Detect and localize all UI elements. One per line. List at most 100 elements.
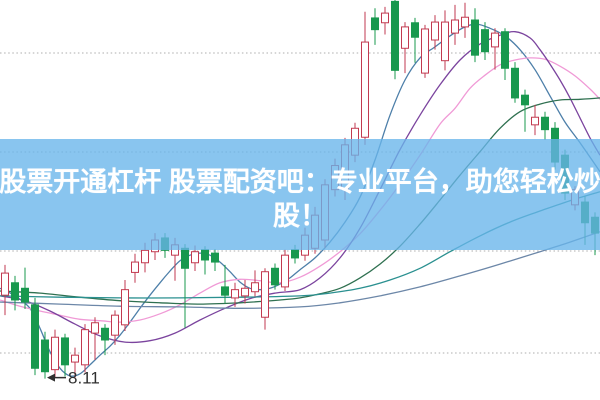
candle-body	[451, 19, 459, 34]
candle-body	[191, 251, 199, 264]
candle	[421, 24, 429, 78]
candle	[511, 62, 519, 103]
candle	[401, 22, 409, 74]
candle	[411, 17, 419, 63]
candle-body	[421, 28, 429, 74]
candle	[341, 137, 349, 200]
candle	[471, 8, 479, 63]
candle	[61, 333, 69, 377]
candle-body	[431, 21, 439, 41]
candles	[1, 0, 599, 379]
candle-body	[31, 304, 39, 369]
candle	[291, 244, 299, 264]
candle-body	[131, 261, 139, 273]
candle-body	[541, 116, 549, 131]
candle	[311, 206, 319, 254]
candle	[111, 310, 119, 345]
candle	[281, 249, 289, 292]
candle	[41, 331, 49, 379]
candle	[141, 242, 149, 273]
candle	[481, 22, 489, 60]
candle	[541, 111, 549, 140]
candle-body	[101, 327, 109, 341]
candle	[331, 158, 339, 197]
candle-body	[171, 244, 179, 256]
candle-body	[371, 17, 379, 31]
candle	[211, 248, 219, 272]
candle-body	[401, 26, 409, 49]
candle	[521, 89, 529, 132]
candle-body	[1, 272, 9, 296]
candle	[191, 245, 199, 272]
candle	[201, 246, 209, 275]
candle-body	[241, 287, 249, 297]
candle-body	[531, 116, 539, 126]
candle-body	[161, 237, 169, 251]
candle	[81, 324, 89, 373]
candle	[261, 268, 269, 330]
candle-body	[591, 216, 599, 234]
candle	[561, 149, 569, 200]
candle-body	[351, 127, 359, 156]
candle	[31, 297, 39, 376]
candle-body	[461, 16, 469, 28]
candle-body	[511, 67, 519, 99]
candle	[241, 280, 249, 304]
candle	[131, 253, 139, 283]
candle	[171, 237, 179, 281]
candle-body	[91, 322, 99, 334]
candle-body	[551, 127, 559, 163]
candle-body	[481, 29, 489, 53]
candle	[231, 282, 239, 307]
candle	[11, 275, 19, 311]
candle-body	[341, 144, 349, 191]
candle-body	[201, 249, 209, 261]
candle	[551, 122, 559, 170]
candle-body	[391, 0, 399, 71]
candle-body	[21, 287, 29, 303]
candle-body	[521, 94, 529, 106]
candle	[431, 15, 439, 50]
candle-body	[81, 329, 89, 366]
candle-body	[491, 32, 499, 48]
candle	[361, 11, 369, 145]
candle-body	[51, 336, 59, 371]
candle-body	[291, 249, 299, 259]
candle-body	[151, 239, 159, 253]
candle	[71, 347, 79, 378]
candle	[441, 10, 449, 71]
candle-body	[581, 201, 589, 224]
annotation-low-label: 8.11	[68, 369, 100, 388]
candle-body	[121, 289, 129, 326]
candle	[181, 244, 189, 328]
ma-pink	[0, 57, 600, 323]
candle	[51, 329, 59, 378]
candle-body	[471, 19, 479, 56]
candle	[351, 122, 359, 163]
candle-body	[221, 286, 229, 296]
candle-body	[301, 234, 309, 256]
candle-body	[181, 247, 189, 269]
moving-average-lines	[0, 23, 600, 377]
candle	[451, 4, 459, 45]
candle	[91, 317, 99, 360]
candle-body	[501, 31, 509, 69]
candle-body	[321, 184, 329, 241]
ma-green	[0, 97, 600, 305]
candle-body	[251, 282, 259, 293]
candle	[101, 324, 109, 356]
candle	[301, 227, 309, 261]
candle	[381, 6, 389, 35]
candle-body	[361, 41, 369, 138]
candle-body	[571, 189, 579, 206]
candle-body	[381, 12, 389, 24]
candle-body	[261, 271, 269, 318]
candle	[501, 28, 509, 80]
candle-body	[411, 22, 419, 38]
candle	[371, 8, 379, 45]
candle-body	[281, 254, 289, 288]
candle-body	[211, 252, 219, 263]
candle-body	[11, 282, 19, 301]
candle	[251, 270, 259, 297]
